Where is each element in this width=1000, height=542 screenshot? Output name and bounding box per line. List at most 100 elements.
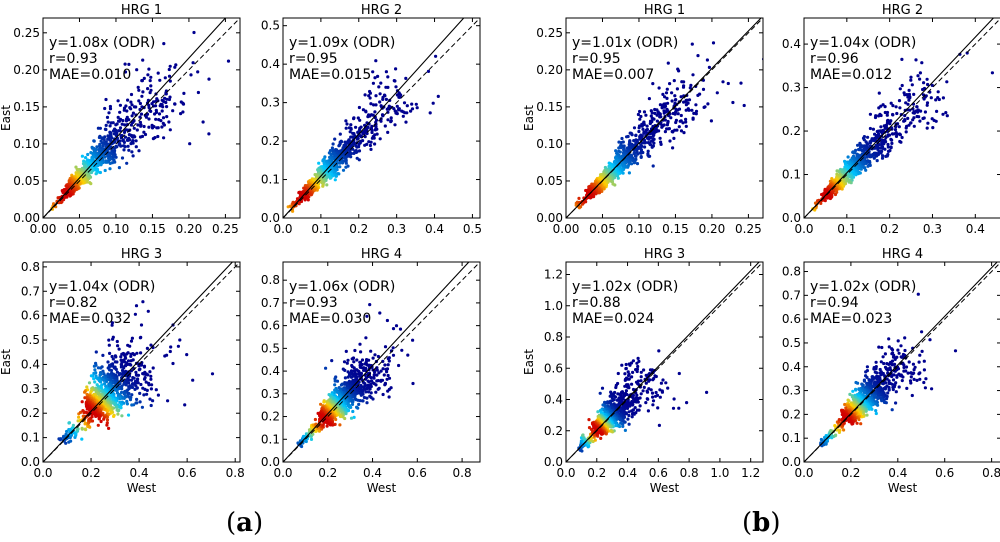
scatter-point <box>352 151 356 155</box>
plot-frame <box>42 17 241 219</box>
scatter-point <box>883 110 887 115</box>
scatter-point <box>376 387 380 391</box>
scatter-point <box>643 145 647 149</box>
scatter-point <box>372 103 376 107</box>
scatter-point <box>335 379 340 383</box>
scatter-point <box>665 96 669 100</box>
scatter-point <box>684 124 688 128</box>
scatter-point <box>178 338 182 342</box>
scatter-point <box>350 365 354 369</box>
scatter-point <box>130 103 134 107</box>
scatter-point <box>90 415 94 419</box>
scatter-point <box>123 123 127 127</box>
scatter-point <box>653 111 657 115</box>
scatter-point <box>406 353 410 357</box>
scatter-point <box>365 401 369 405</box>
y-tick-label: 0.0 <box>21 455 40 469</box>
scatter-point <box>375 379 379 383</box>
scatter-point <box>381 367 385 371</box>
scatter-point <box>625 146 630 150</box>
scatter-point <box>181 110 185 114</box>
scatter-point <box>673 101 677 105</box>
scatter-point <box>922 97 926 101</box>
scatter-point <box>104 123 108 127</box>
scatter-point <box>366 390 371 394</box>
y-tick-label: 0.6 <box>21 309 40 323</box>
scatter-point <box>375 366 379 370</box>
scatter-point <box>352 360 356 364</box>
scatter-point <box>384 97 388 101</box>
scatter-point <box>355 137 359 141</box>
scatter-point <box>866 135 870 139</box>
scatter-point <box>885 121 890 125</box>
scatter-point <box>65 429 69 434</box>
scatter-point <box>344 119 348 123</box>
scatter-point <box>96 423 100 427</box>
scatter-point <box>611 182 615 186</box>
scatter-point <box>597 191 601 195</box>
y-tick-label: 0.15 <box>13 100 40 114</box>
scatter-point <box>111 357 115 361</box>
scatter-point <box>117 119 121 123</box>
scatter-point <box>386 357 390 361</box>
scatter-point <box>97 417 101 421</box>
scatter-point <box>584 200 588 204</box>
scatter-point <box>127 148 131 152</box>
scatter-point <box>615 151 619 155</box>
scatter-point <box>344 126 348 130</box>
scatter-point <box>82 159 86 163</box>
y-tick-label: 0.7 <box>21 284 40 298</box>
scatter-point <box>923 110 928 114</box>
scatter-point <box>92 139 96 143</box>
fit-annotation: y=1.06x (ODR) <box>289 279 395 295</box>
scatter-point <box>158 78 162 82</box>
scatter-point <box>912 92 916 96</box>
scatter-point <box>149 75 153 79</box>
scatter-point <box>74 165 78 169</box>
scatter-point <box>918 77 922 81</box>
scatter-point <box>651 82 655 86</box>
scatter-point <box>365 314 369 318</box>
scatter-point <box>304 439 308 444</box>
scatter-point <box>345 122 349 126</box>
scatter-point <box>898 132 902 136</box>
scatter-point <box>127 378 131 382</box>
scatter-point <box>321 159 325 163</box>
x-tick-label: 0.4 <box>363 466 382 480</box>
scatter-point <box>660 106 664 110</box>
x-tick-label: 0.00 <box>553 222 580 236</box>
scatter-point <box>871 127 876 131</box>
scatter-point <box>160 109 164 113</box>
scatter-point <box>154 117 158 121</box>
scatter-point <box>921 116 925 121</box>
x-tick-label: 0.6 <box>178 466 197 480</box>
scatter-point <box>630 162 634 166</box>
y-tick-label: 0.4 <box>261 364 280 378</box>
scatter-point <box>134 139 138 143</box>
scatter-point <box>103 106 107 111</box>
scatter-point <box>638 137 642 141</box>
scatter-point <box>651 117 655 121</box>
scatter-point <box>679 95 683 99</box>
y-tick-label: 0.6 <box>261 319 280 333</box>
scatter-point <box>165 115 169 119</box>
scatter-point <box>639 151 643 155</box>
scatter-point <box>614 149 618 153</box>
scatter-point <box>684 120 688 124</box>
scatter-point <box>134 370 138 374</box>
scatter-point <box>99 366 103 370</box>
scatter-point <box>677 69 681 73</box>
scatter-point <box>368 394 372 398</box>
scatter-point <box>930 117 934 121</box>
scatter-point <box>900 135 904 140</box>
scatter-point <box>627 142 631 147</box>
scatter-point <box>688 86 692 90</box>
r-annotation: r=0.93 <box>289 295 338 311</box>
scatter-point <box>369 376 373 380</box>
scatter-point <box>369 391 373 395</box>
scatter-point <box>333 388 337 392</box>
scatter-point <box>145 346 149 350</box>
mae-annotation: MAE=0.007 <box>572 67 654 83</box>
scatter-point <box>147 106 151 110</box>
scatter-point <box>868 141 873 145</box>
